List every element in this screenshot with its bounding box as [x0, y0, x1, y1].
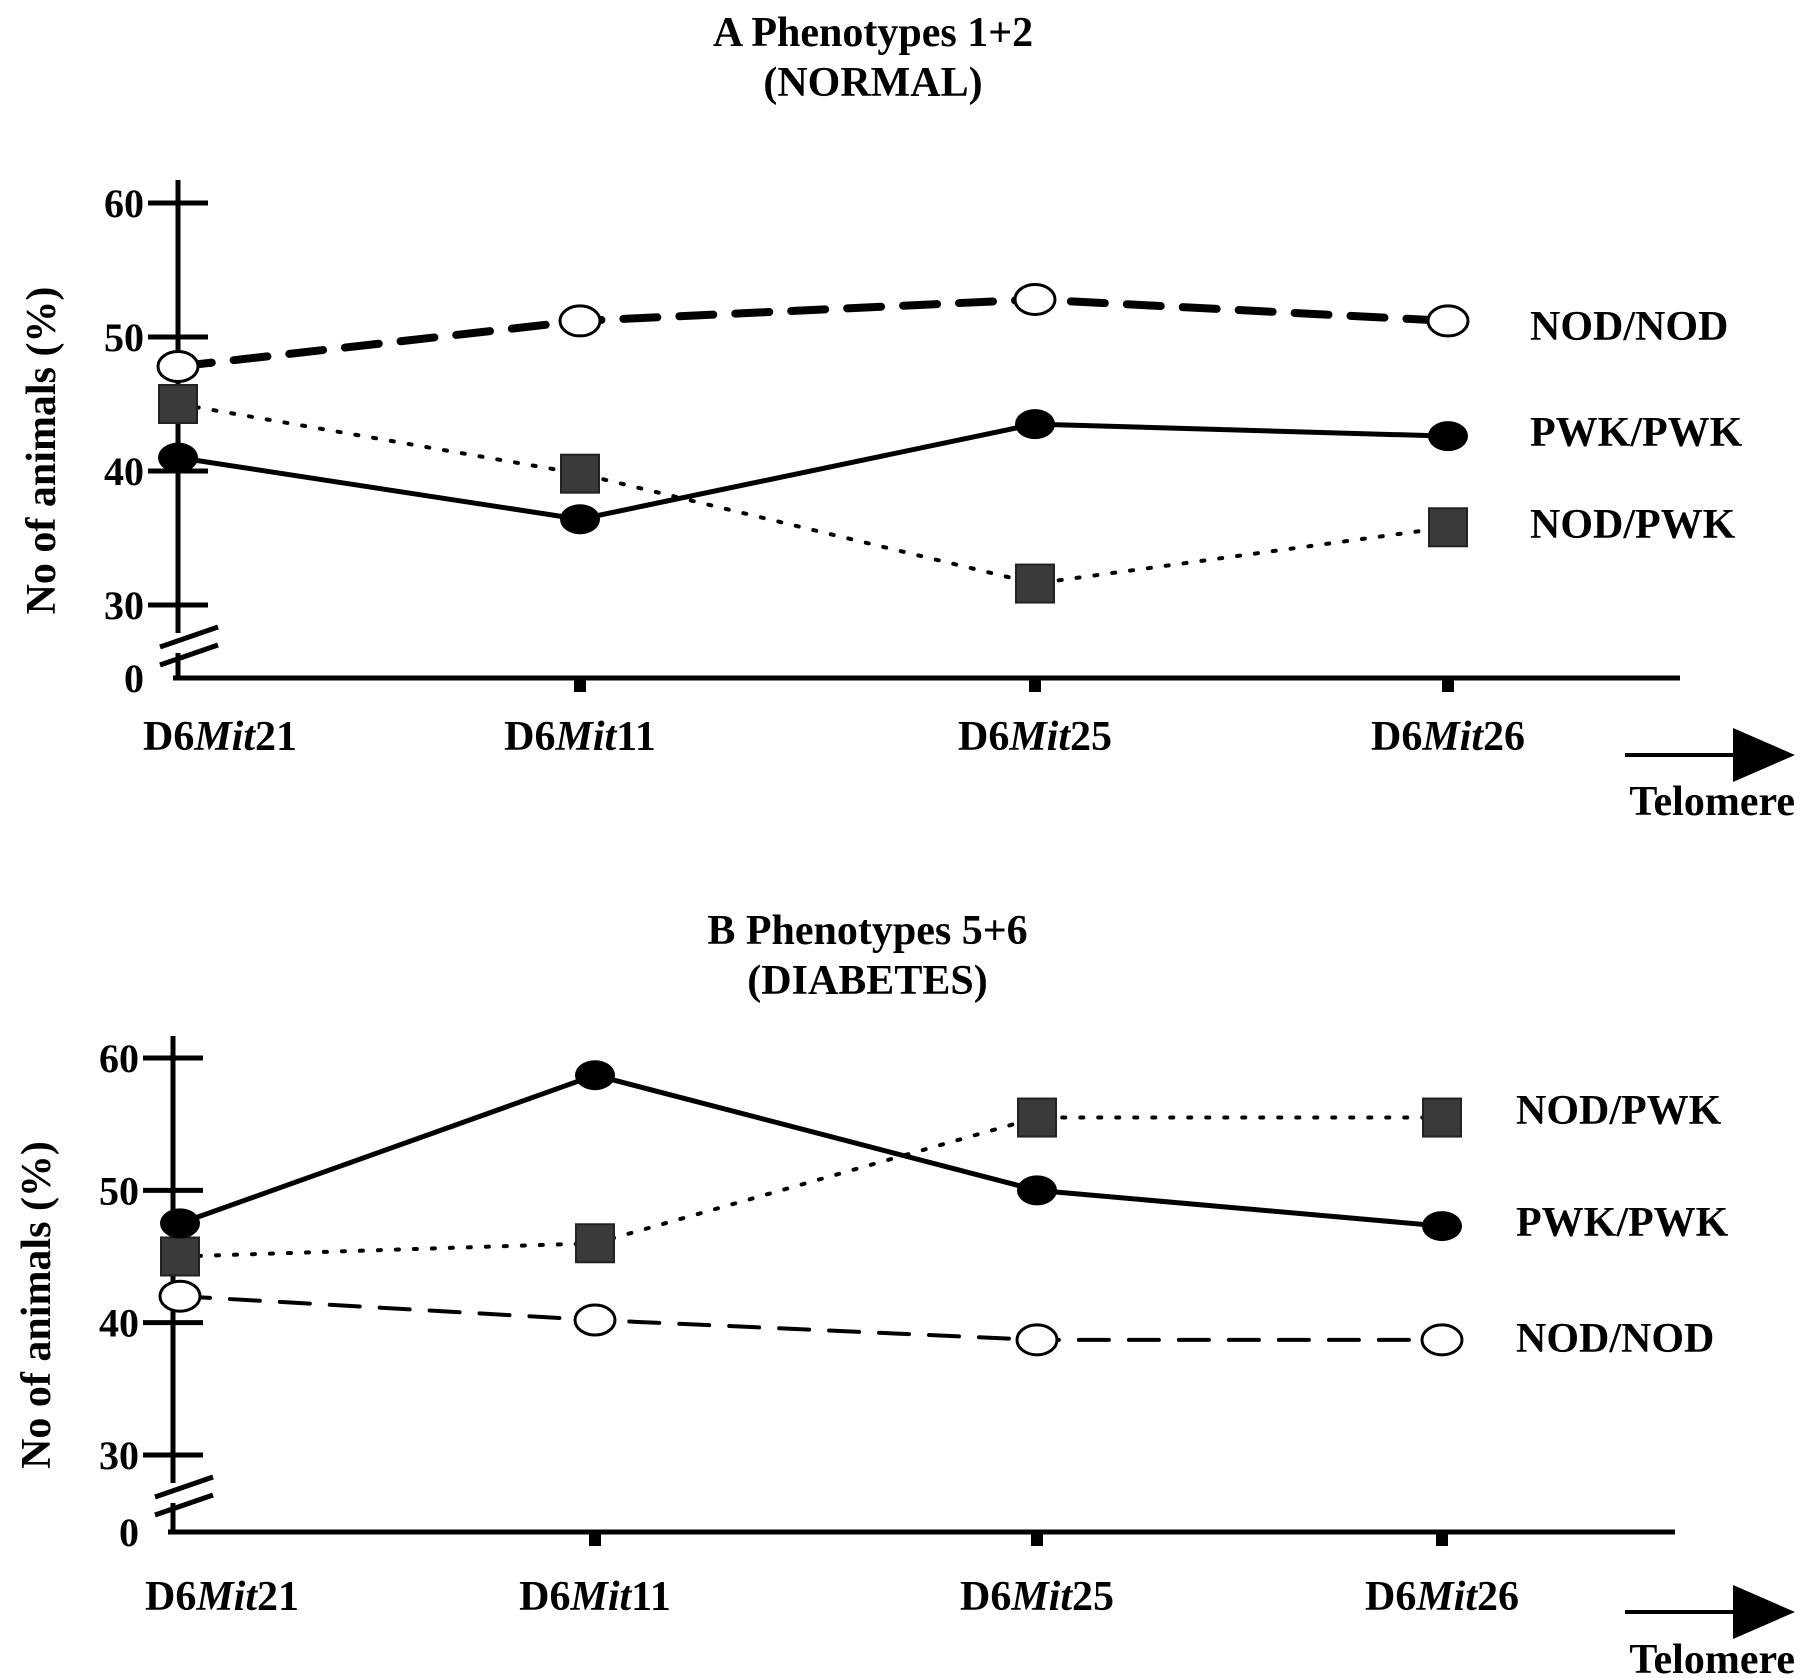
- data-point-nod-nod: [158, 1279, 202, 1313]
- telomere-label: Telomere: [1629, 779, 1795, 825]
- data-point-nod-nod: [1426, 304, 1470, 338]
- data-point-nod-nod: [558, 304, 602, 338]
- axis-break-mark: [154, 1474, 214, 1500]
- telomere-arrow-head: [1733, 1585, 1795, 1639]
- x-tick-label: D6Mit26: [1371, 714, 1525, 760]
- x-tick-label: D6Mit25: [958, 714, 1112, 760]
- legend-label-pwk-pwk: PWK/PWK: [1516, 1200, 1729, 1246]
- data-point-nod-nod: [573, 1303, 617, 1337]
- data-point-nod-nod: [1013, 282, 1057, 316]
- data-point-pwk-pwk: [1422, 1211, 1462, 1242]
- x-tick-label: D6Mit11: [519, 1574, 671, 1620]
- x-tick: [1031, 1532, 1043, 1546]
- data-point-nod-pwk: [1422, 1097, 1462, 1138]
- series-line-nod-nod: [178, 1294, 1444, 1342]
- data-point-nod-nod: [1015, 1323, 1059, 1357]
- data-point-nod-pwk: [1017, 1097, 1057, 1138]
- x-tick: [1436, 1532, 1448, 1546]
- y-tick-label: 60: [99, 1036, 139, 1081]
- chart-title: A Phenotypes 1+2: [713, 10, 1033, 56]
- data-point-pwk-pwk: [160, 1208, 200, 1239]
- data-point-nod-pwk: [160, 1236, 200, 1277]
- y-tick-label: 40: [99, 1301, 139, 1346]
- data-point-nod-pwk: [575, 1223, 615, 1264]
- y-tick-label: 30: [104, 583, 144, 628]
- x-tick: [1029, 678, 1041, 692]
- data-point-nod-pwk: [560, 453, 600, 494]
- x-tick-label: D6Mit11: [504, 714, 656, 760]
- y-axis-label: No of animals (%): [19, 287, 65, 615]
- series-line-pwk-pwk: [177, 1072, 1445, 1229]
- legend-label-nod-pwk: NOD/PWK: [1516, 1088, 1722, 1134]
- y-tick-label: 60: [104, 181, 144, 226]
- y-tick-label: 0: [119, 1510, 139, 1555]
- y-tick-label: 50: [104, 315, 144, 360]
- data-point-pwk-pwk: [1017, 1175, 1057, 1206]
- panel-a: A Phenotypes 1+2(NORMAL) No of animals (%…: [19, 10, 1795, 825]
- data-point-nod-nod: [1420, 1323, 1464, 1357]
- x-tick-label: D6Mit25: [960, 1574, 1114, 1620]
- x-tick-label: D6Mit21: [143, 714, 297, 760]
- axis-break-mark: [154, 1492, 214, 1518]
- panel-b: B Phenotypes 5+6(DIABETES) No of animals …: [14, 908, 1795, 1678]
- y-tick-label: 0: [124, 656, 144, 701]
- x-tick: [1442, 678, 1454, 692]
- y-tick-label: 40: [104, 449, 144, 494]
- data-point-nod-pwk: [158, 384, 198, 424]
- telomere-arrow-head: [1733, 728, 1795, 782]
- series-line-nod-nod: [174, 295, 1452, 371]
- y-tick-label: 30: [99, 1433, 139, 1478]
- telomere-label: Telomere: [1629, 1637, 1795, 1678]
- legend-label-pwk-pwk: PWK/PWK: [1530, 410, 1743, 456]
- series-line-nod-pwk: [178, 1115, 1444, 1259]
- x-tick: [574, 678, 586, 692]
- chart-title: B Phenotypes 5+6: [707, 908, 1027, 954]
- data-point-nod-pwk: [1015, 563, 1055, 604]
- axis-break-mark: [159, 624, 219, 650]
- legend-label-nod-nod: NOD/NOD: [1530, 304, 1728, 350]
- data-point-nod-pwk: [1428, 507, 1468, 548]
- x-tick-label: D6Mit21: [145, 1574, 299, 1620]
- chart-subtitle: (NORMAL): [763, 60, 982, 106]
- y-tick-label: 50: [99, 1168, 139, 1213]
- axis-break-mark: [159, 642, 219, 668]
- data-point-pwk-pwk: [1015, 409, 1055, 440]
- legend-label-nod-nod: NOD/NOD: [1516, 1316, 1714, 1362]
- legend-label-nod-pwk: NOD/PWK: [1530, 502, 1736, 548]
- data-point-pwk-pwk: [560, 504, 600, 535]
- data-point-pwk-pwk: [158, 442, 198, 473]
- x-tick: [589, 1532, 601, 1546]
- x-tick-label: D6Mit26: [1365, 1574, 1519, 1620]
- data-point-nod-nod: [156, 349, 200, 383]
- data-point-pwk-pwk: [1428, 421, 1468, 452]
- series-line-nod-pwk: [176, 402, 1450, 586]
- series-line-pwk-pwk: [175, 421, 1451, 522]
- data-point-pwk-pwk: [575, 1060, 615, 1091]
- chart-subtitle: (DIABETES): [747, 958, 987, 1004]
- y-axis-label: No of animals (%): [14, 1141, 60, 1469]
